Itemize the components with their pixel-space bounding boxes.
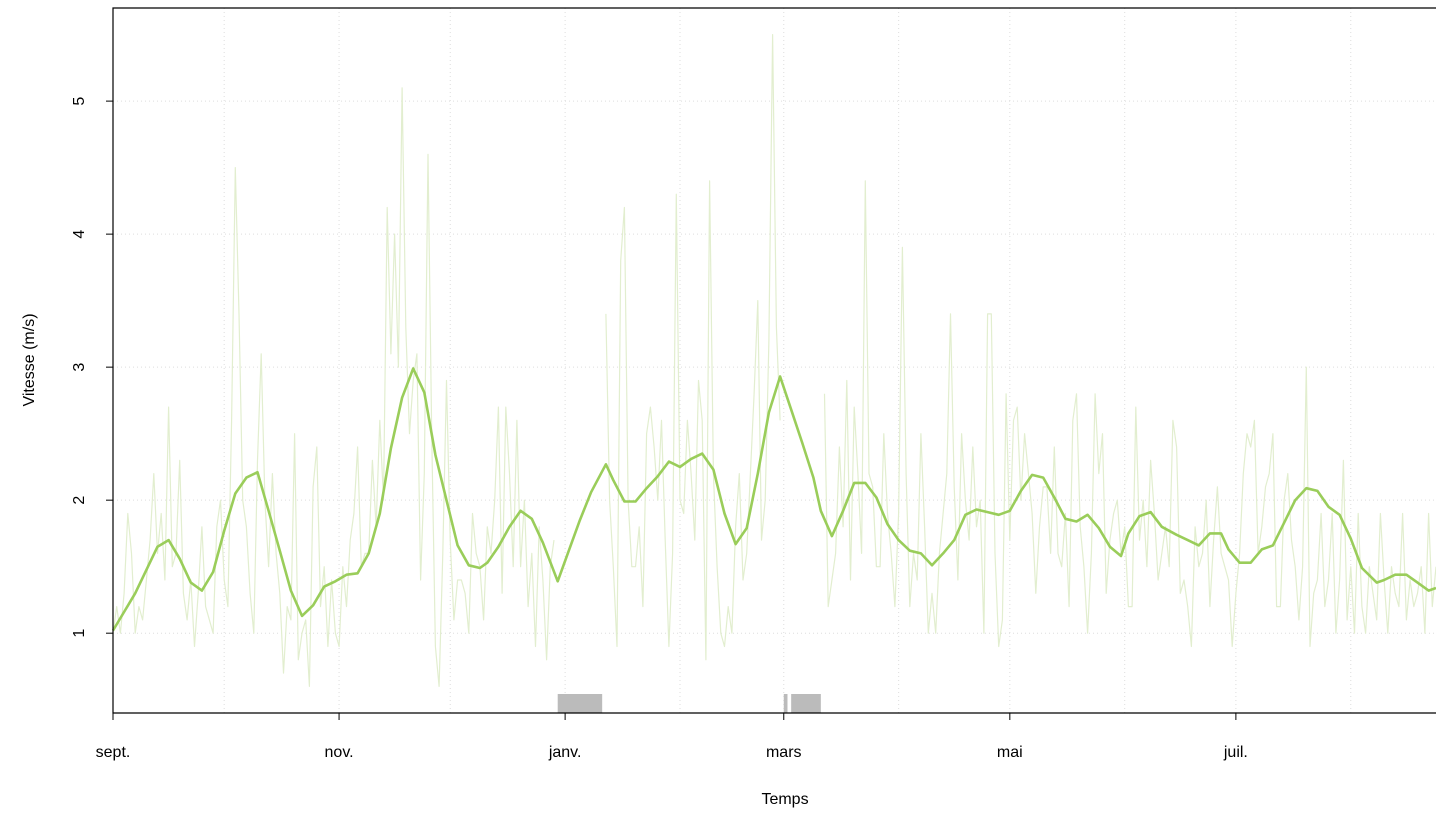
missing-data	[783, 694, 788, 713]
y-tick-label: 3	[71, 363, 88, 372]
y-tick-label: 4	[71, 230, 88, 239]
x-tick-label: mars	[766, 744, 802, 761]
data-line	[112, 34, 1436, 687]
x-tick-label: juil.	[1223, 744, 1248, 761]
data-line	[111, 367, 1436, 632]
missing-data	[791, 694, 821, 713]
x-tick-label: janv.	[548, 744, 582, 761]
y-tick-label: 1	[71, 629, 88, 638]
axis-frame	[112, 7, 1436, 714]
x-tick-label: nov.	[325, 744, 354, 761]
x-tick-label: mai	[997, 744, 1023, 761]
y-tick-label: 2	[71, 496, 88, 505]
y-axis-label: Vitesse (m/s)	[21, 313, 38, 406]
x-axis-label: Temps	[761, 791, 808, 808]
x-tick-label: sept.	[96, 744, 131, 761]
missing-data	[557, 694, 603, 713]
y-tick-label: 5	[71, 97, 88, 106]
